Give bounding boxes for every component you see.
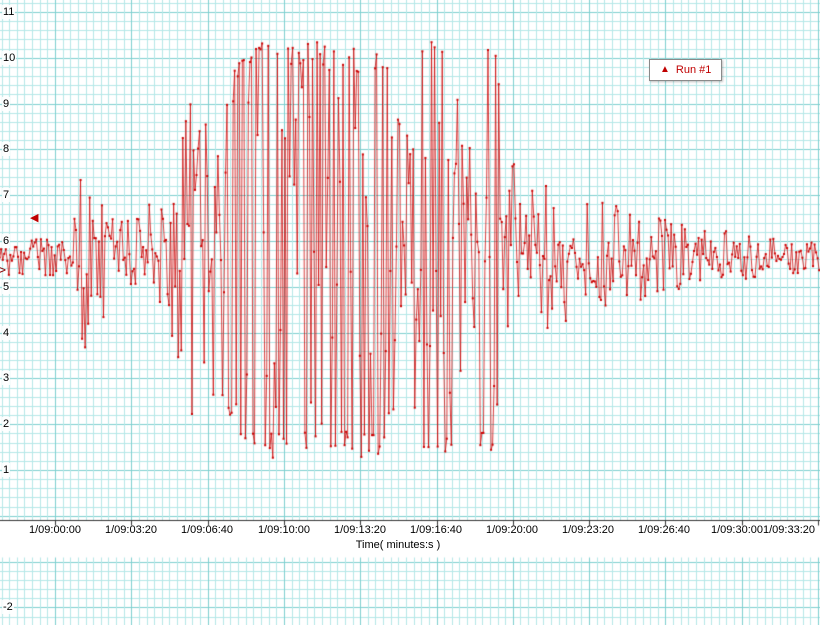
legend-series-label: Run #1 [675,64,712,76]
x-tick-label: 1/09:33:20 [763,524,815,536]
x-tick-label: 1/09:06:40 [181,524,233,536]
x-tick-label: 1/09:10:00 [258,524,310,536]
y-tick-label: 5 [2,279,11,294]
y-axis-unit-label: V [0,266,9,273]
y-tick-label: 2 [2,417,11,432]
series-triangle-icon: ▲ [660,64,670,75]
y-tick-label: -2 [2,600,14,615]
y-tick-label: 9 [2,96,11,111]
x-tick-label: 1/09:26:40 [638,524,690,536]
y-tick-label: 4 [2,325,11,340]
y-tick-label: 11 [2,5,16,19]
y-tick-label: 1 [2,463,11,477]
y-tick-label: 7 [2,188,11,203]
x-tick-label: 1/09:00:00 [29,524,81,536]
x-tick-label: 1/09:30:00 [711,524,763,536]
x-axis-title: Time( minutes:s ) [355,539,441,551]
y-tick-label: 10 [2,50,17,65]
y-tick-label: 6 [2,234,11,248]
x-tick-label: 1/09:16:40 [410,524,462,536]
x-tick-label: 1/09:03:20 [105,524,157,536]
y-tick-label: 8 [2,142,11,157]
channel-position-marker-icon[interactable]: ◀ [30,212,39,224]
x-tick-label: 1/09:13:20 [334,524,386,536]
x-tick-label: 1/09:23:20 [562,524,614,536]
x-tick-label: 1/09:20:00 [486,524,538,536]
legend[interactable]: ▲ Run #1 [649,59,723,81]
y-tick-label: 3 [2,371,11,386]
